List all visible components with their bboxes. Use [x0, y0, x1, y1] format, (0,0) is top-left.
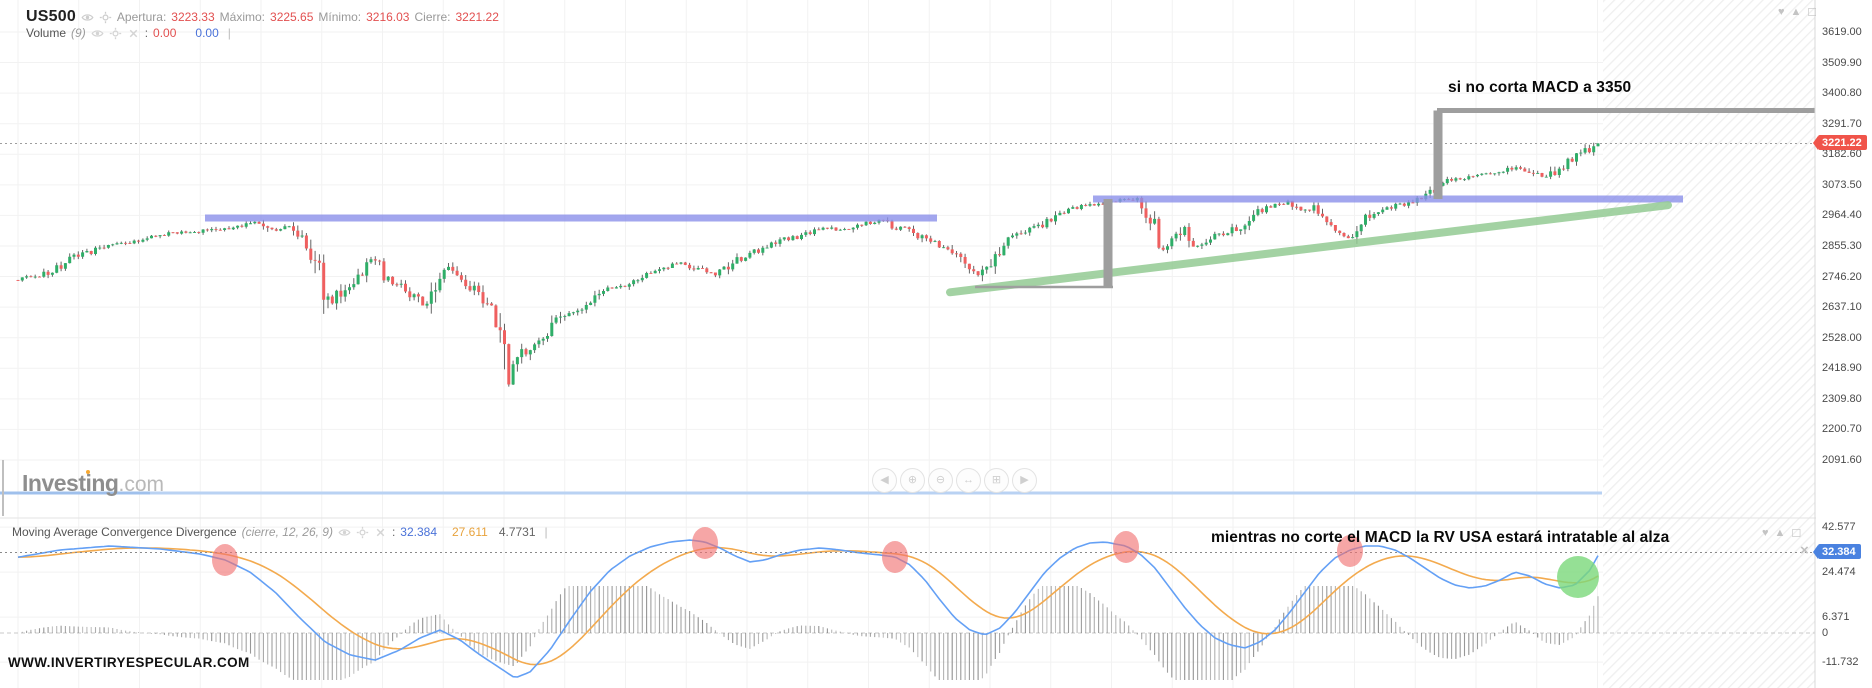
- chart-nav-buttons: ◀ ⊕ ⊖ ↔ ⊞ ▶: [872, 468, 1037, 493]
- gear-icon[interactable]: [356, 526, 369, 539]
- gear-icon[interactable]: [109, 27, 122, 40]
- macd-separator: :: [391, 525, 396, 539]
- price-tick-label: 3619.00: [1822, 25, 1862, 38]
- symbol-name: US500: [26, 8, 76, 25]
- last-macd-badge: 32.384: [1813, 544, 1861, 560]
- high-value: 3225.65: [270, 10, 314, 24]
- macd-tick-label: 42.577: [1822, 521, 1856, 534]
- price-tick-label: 3291.70: [1822, 117, 1862, 130]
- price-tick-label: 2200.70: [1822, 423, 1862, 436]
- macd-signal-value: 27.611: [452, 525, 488, 539]
- macd-value: 32.384: [400, 525, 437, 539]
- legend-drag-handle[interactable]: |: [227, 26, 231, 40]
- high-label: Máximo:: [219, 10, 266, 24]
- low-label: Mínimo:: [318, 10, 362, 24]
- price-tick-label: 2637.10: [1822, 301, 1862, 314]
- volume-name: Volume: [26, 26, 67, 40]
- favorite-icon[interactable]: ♥: [1778, 6, 1785, 18]
- website-watermark: WWW.INVERTIRYESPECULAR.COM: [8, 655, 250, 670]
- main-chart-corner-icons: ♥ ▲ ☐: [1778, 6, 1817, 19]
- symbol-legend: US500 Apertura: 3223.33 Máximo: 3225.65 …: [26, 8, 499, 26]
- investing-logo: Investing.com: [22, 470, 164, 497]
- open-value: 3223.33: [171, 10, 215, 24]
- volume-value-blue: 0.00: [195, 26, 219, 40]
- logo-text: Invest: [22, 470, 86, 496]
- macd-params: (cierre, 12, 26, 9): [241, 525, 333, 539]
- eye-icon[interactable]: [338, 526, 351, 539]
- price-tick-label: 3073.50: [1822, 178, 1862, 191]
- price-tick-label: 2528.00: [1822, 331, 1862, 344]
- open-label: Apertura:: [116, 10, 167, 24]
- macd-hist-value: 4.7731: [498, 525, 536, 539]
- macd-legend: Moving Average Convergence Divergence (c…: [12, 525, 548, 539]
- eye-icon[interactable]: [81, 11, 94, 24]
- macd-corner-icons: ♥ ▲ ☐: [1762, 527, 1801, 540]
- zoom-in-button[interactable]: ⊕: [900, 468, 925, 493]
- close-indicator-icon[interactable]: ×: [1800, 542, 1809, 559]
- eye-icon[interactable]: [91, 27, 104, 40]
- remove-indicator-icon[interactable]: [127, 27, 140, 40]
- volume-separator: :: [144, 26, 149, 40]
- macd-name: Moving Average Convergence Divergence: [12, 525, 237, 539]
- price-tick-label: 2418.90: [1822, 362, 1862, 375]
- zoom-out-button[interactable]: ⊖: [928, 468, 953, 493]
- price-tick-label: 2091.60: [1822, 453, 1862, 466]
- macd-tick-label: -11.732: [1822, 656, 1859, 669]
- price-tick-label: 2964.40: [1822, 209, 1862, 222]
- price-tick-label: 3400.80: [1822, 87, 1862, 100]
- remove-indicator-icon[interactable]: [374, 526, 387, 539]
- pan-right-button[interactable]: ▶: [1012, 468, 1037, 493]
- close-label: Cierre:: [414, 10, 451, 24]
- annotation-macd-note: mientras no corte el MACD la RV USA esta…: [1211, 529, 1670, 546]
- pan-left-button[interactable]: ◀: [872, 468, 897, 493]
- macd-tick-label: 0: [1822, 627, 1829, 639]
- volume-params: (9): [71, 26, 86, 40]
- price-tick-label: 2309.80: [1822, 392, 1862, 405]
- favorite-icon[interactable]: ♥: [1762, 527, 1769, 539]
- price-tick-label: 3509.90: [1822, 56, 1862, 69]
- macd-tick-label: 24.474: [1822, 566, 1856, 579]
- popout-icon[interactable]: ☐: [1791, 528, 1802, 540]
- close-value: 3221.22: [455, 10, 499, 24]
- annotation-price-target: si no corta MACD a 3350: [1448, 79, 1632, 96]
- price-tick-label: 3182.60: [1822, 148, 1862, 161]
- alert-icon[interactable]: ▲: [1790, 6, 1802, 18]
- alert-icon[interactable]: ▲: [1774, 527, 1786, 539]
- zoom-reset-button[interactable]: ⊞: [984, 468, 1009, 493]
- logo-text: ng: [91, 470, 119, 496]
- date-axis[interactable]: 07/05201808/0208/2209/1210/0210/2211/091…: [0, 496, 1815, 522]
- legend-drag-handle[interactable]: |: [544, 525, 548, 539]
- zoom-range-button[interactable]: ↔: [956, 468, 981, 493]
- logo-i-orange-dot: i: [85, 470, 92, 496]
- gear-icon[interactable]: [99, 11, 112, 24]
- low-value: 3216.03: [366, 10, 410, 24]
- volume-value-red: 0.00: [153, 26, 177, 40]
- logo-tld: .com: [118, 473, 164, 496]
- price-tick-label: 2746.20: [1822, 270, 1862, 283]
- macd-tick-label: 6.371: [1822, 611, 1850, 624]
- volume-legend: Volume (9) : 0.00 0.00 |: [26, 26, 231, 40]
- last-price-badge: 3221.22: [1813, 135, 1867, 151]
- price-axis[interactable]: 3619.00 3509.90 3400.80 3291.70 3182.60 3073.…: [1813, 0, 1872, 688]
- popout-icon[interactable]: ☐: [1807, 7, 1818, 19]
- price-tick-label: 2855.30: [1822, 239, 1862, 252]
